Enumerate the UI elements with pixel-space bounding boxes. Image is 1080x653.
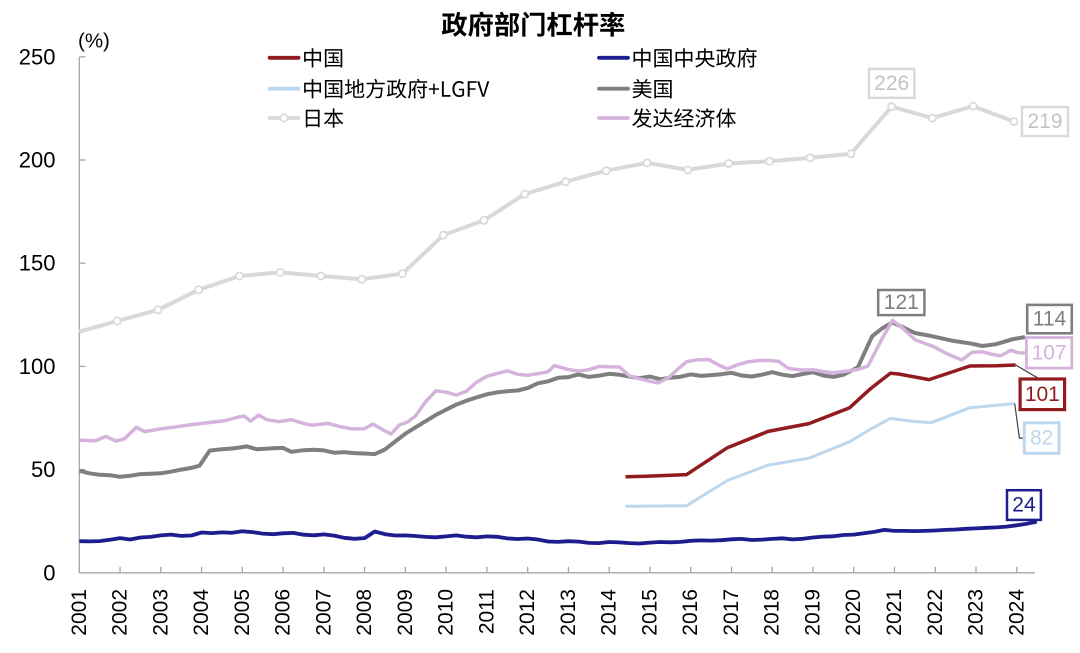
svg-text:0: 0 [43, 560, 55, 585]
svg-text:82: 82 [1030, 427, 1053, 450]
svg-text:2014: 2014 [598, 589, 621, 636]
svg-text:250: 250 [19, 44, 56, 69]
svg-text:2022: 2022 [924, 589, 947, 636]
svg-text:2008: 2008 [353, 589, 376, 636]
svg-text:2023: 2023 [965, 589, 988, 636]
svg-text:200: 200 [19, 148, 56, 173]
svg-text:226: 226 [874, 72, 909, 95]
svg-text:2018: 2018 [761, 589, 784, 636]
svg-text:2013: 2013 [557, 589, 580, 636]
svg-text:2011: 2011 [475, 589, 498, 634]
svg-text:2012: 2012 [516, 589, 539, 636]
svg-text:24: 24 [1012, 494, 1036, 517]
svg-text:121: 121 [884, 291, 919, 314]
svg-text:2015: 2015 [638, 589, 661, 636]
svg-text:2021: 2021 [883, 589, 906, 636]
svg-text:2020: 2020 [842, 589, 865, 636]
svg-text:2005: 2005 [231, 589, 254, 636]
svg-text:2004: 2004 [190, 589, 213, 636]
svg-text:2001: 2001 [68, 589, 91, 636]
svg-text:2003: 2003 [149, 589, 172, 636]
svg-text:2007: 2007 [312, 589, 335, 636]
svg-text:150: 150 [19, 251, 56, 276]
svg-text:100: 100 [19, 354, 56, 379]
svg-text:2019: 2019 [802, 589, 825, 636]
svg-text:2010: 2010 [435, 589, 458, 636]
svg-text:219: 219 [1027, 110, 1062, 133]
svg-text:(%): (%) [78, 30, 110, 53]
svg-text:2006: 2006 [272, 589, 295, 636]
svg-text:2016: 2016 [679, 589, 702, 636]
svg-text:2009: 2009 [394, 589, 417, 636]
svg-text:50: 50 [31, 457, 55, 482]
svg-text:101: 101 [1025, 383, 1060, 406]
svg-text:114: 114 [1033, 308, 1067, 331]
svg-text:2024: 2024 [1005, 589, 1028, 636]
svg-text:2002: 2002 [109, 589, 132, 636]
svg-text:2017: 2017 [720, 589, 743, 636]
svg-text:107: 107 [1032, 341, 1067, 364]
